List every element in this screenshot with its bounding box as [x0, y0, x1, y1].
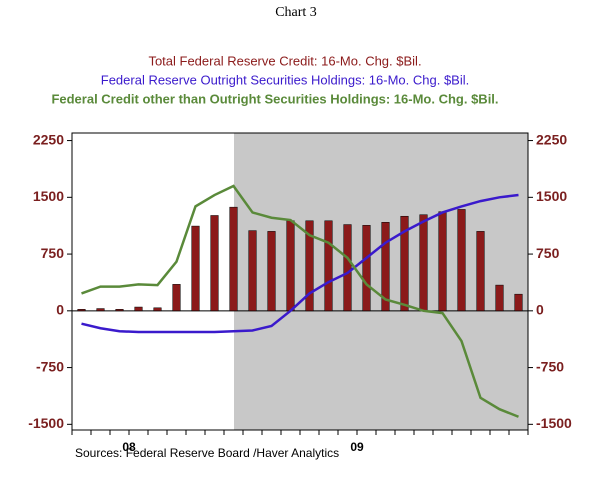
bar	[286, 220, 295, 312]
bar	[191, 225, 200, 312]
bar	[172, 284, 181, 312]
y2-tick-label: -1500	[536, 415, 572, 431]
subtitle: Federal Credit other than Outright Secur…	[51, 91, 498, 106]
bar	[210, 215, 219, 312]
chart-title: Chart 3	[275, 5, 317, 20]
y2-tick-label: 1500	[536, 188, 567, 204]
y2-tick-label: -750	[536, 358, 564, 374]
subtitle: Federal Reserve Outright Securities Hold…	[101, 72, 470, 87]
bar	[476, 231, 485, 312]
bar	[153, 307, 162, 312]
bar	[362, 225, 371, 312]
y2-tick-label: 750	[536, 245, 560, 261]
bar	[495, 284, 504, 312]
y-tick-label: 750	[41, 245, 65, 261]
bar	[514, 293, 523, 312]
y-tick-label: 1500	[33, 188, 64, 204]
bar	[115, 309, 124, 312]
bar	[267, 231, 276, 312]
bar	[305, 220, 314, 312]
y2-tick-label: 0	[536, 302, 544, 318]
bar	[381, 222, 390, 312]
line	[81, 184, 519, 418]
y2-tick-label: 2250	[536, 131, 567, 147]
bar	[343, 224, 352, 312]
y-tick-label: 0	[56, 302, 64, 318]
line	[81, 193, 519, 334]
y-tick-label: -750	[36, 358, 64, 374]
bar	[248, 230, 257, 312]
y-tick-label: 2250	[33, 131, 64, 147]
x-tick-label: 09	[350, 440, 364, 454]
bar	[457, 209, 466, 312]
y-tick-label: -1500	[28, 415, 64, 431]
bar	[419, 214, 428, 312]
bar	[438, 211, 447, 312]
bar	[77, 309, 86, 312]
bar	[229, 206, 238, 312]
x-tick-label: 08	[122, 440, 136, 454]
bar	[324, 220, 333, 312]
bar	[96, 308, 105, 312]
source: Sources: Federal Reserve Board /Haver An…	[75, 446, 339, 460]
bar	[400, 215, 409, 312]
bar	[134, 306, 143, 312]
subtitle: Total Federal Reserve Credit: 16-Mo. Chg…	[148, 53, 421, 68]
